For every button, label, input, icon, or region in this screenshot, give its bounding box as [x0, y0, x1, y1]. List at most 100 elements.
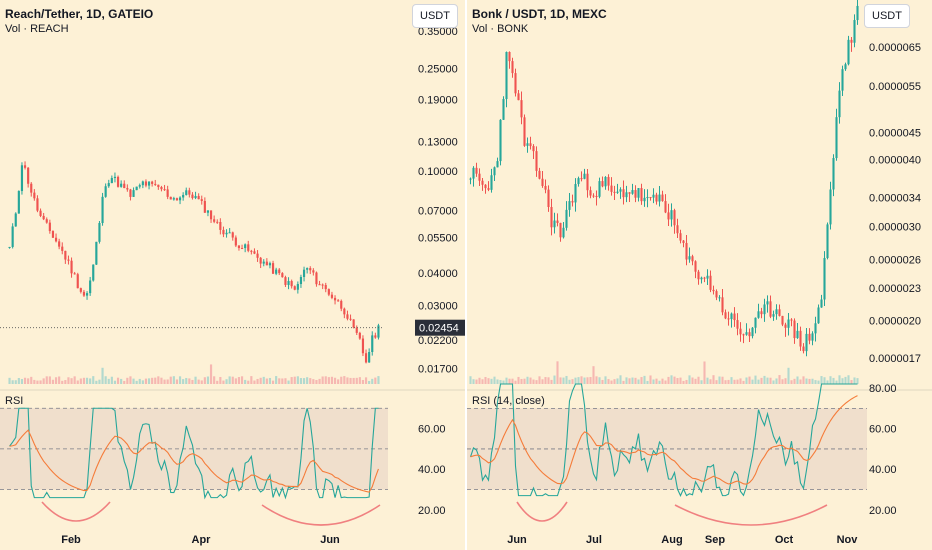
volume-bar [604, 376, 607, 384]
candle-body [309, 268, 312, 271]
volume-bar [271, 380, 275, 384]
candle-body [691, 256, 694, 262]
candle-body [520, 100, 523, 118]
volume-bar [481, 379, 484, 384]
candle-body [478, 173, 481, 181]
candle-body [327, 289, 330, 295]
volume-bar [163, 379, 166, 384]
volume-bar [664, 380, 667, 384]
price-tick-label: 0.10000 [418, 166, 458, 178]
candle-body [535, 151, 538, 171]
volume-bar [751, 379, 754, 384]
rsi-line [469, 383, 858, 497]
candle-body [11, 226, 14, 247]
price-tick-label: 0.03000 [418, 300, 458, 312]
candle-body [568, 201, 571, 210]
volume-bar [259, 377, 262, 384]
volume-bar [787, 367, 790, 384]
candle-body [526, 143, 529, 146]
time-axis-label: Jul [586, 534, 602, 546]
volume-bar [234, 378, 237, 384]
candle-body [228, 232, 231, 234]
volume-bar [70, 378, 73, 384]
candle-body [284, 277, 287, 285]
candle-body [700, 277, 703, 280]
candle-body [321, 284, 324, 286]
volume-bar [240, 376, 244, 384]
volume-bar [287, 380, 290, 384]
rsi-tick-label: 20.00 [869, 505, 897, 517]
right-currency-button[interactable]: USDT [864, 4, 910, 28]
candle-body [484, 184, 487, 189]
volume-bar [262, 376, 265, 384]
volume-bar [346, 377, 349, 384]
price-tick-label: 0.13000 [418, 137, 458, 149]
candle-body [76, 274, 79, 289]
volume-bar [228, 376, 231, 384]
volume-bar [123, 380, 126, 384]
volume-bar [278, 378, 281, 384]
candle-body [61, 246, 64, 251]
candle-body [247, 244, 250, 251]
volume-bar [748, 376, 751, 384]
volume-bar [324, 376, 327, 384]
volume-bar [352, 377, 355, 384]
candle-body [191, 194, 194, 199]
candle-body [299, 276, 303, 285]
candle-body [778, 309, 781, 316]
volume-bar [472, 379, 475, 384]
volume-bar [856, 378, 859, 384]
volume-bar [559, 377, 562, 384]
candle-body [550, 207, 553, 228]
volume-bar [508, 378, 511, 384]
volume-bar [39, 380, 42, 384]
volume-bar [30, 376, 33, 384]
candle-body [853, 20, 856, 43]
candle-body [110, 177, 113, 184]
candle-body [781, 315, 784, 325]
volume-bar [36, 380, 39, 384]
candle-body [30, 183, 33, 193]
candle-body [98, 223, 101, 242]
volume-bar [820, 376, 823, 384]
candle-body [631, 190, 634, 194]
candle-body [306, 268, 309, 270]
left-currency-button[interactable]: USDT [412, 4, 458, 28]
panel-divider[interactable] [465, 0, 467, 550]
candle-body [490, 175, 493, 190]
volume-bar [499, 379, 502, 384]
right-chart-panel[interactable]: 0.0000065 0.0000055 0.0000045 0.0000040 0.00… [467, 0, 932, 550]
candle-body [508, 51, 511, 62]
volume-bar [640, 377, 643, 384]
left-chart-svg[interactable]: 0.35000 0.25000 0.19000 0.13000 0.10000 0.070… [0, 0, 465, 550]
time-axis-label: Oct [775, 534, 794, 546]
right-chart-svg[interactable]: 0.0000065 0.0000055 0.0000045 0.0000040 0.00… [467, 0, 932, 550]
candle-body [36, 198, 39, 211]
volume-bar [496, 379, 499, 384]
candle-body [799, 330, 802, 347]
candle-body [847, 39, 850, 65]
candle-body [601, 181, 604, 187]
candle-body [517, 93, 520, 101]
left-chart-panel[interactable]: 0.35000 0.25000 0.19000 0.13000 0.10000 0.070… [0, 0, 465, 550]
volume-bar [721, 376, 724, 384]
candle-body [104, 186, 107, 197]
volume-bar [132, 378, 135, 384]
volume-bar [799, 379, 802, 384]
volume-bar [616, 378, 619, 384]
candle-body [67, 259, 70, 261]
candle-body [826, 224, 829, 259]
volume-bar [595, 376, 598, 384]
candle-body [343, 308, 346, 315]
volume-bar [505, 377, 508, 384]
time-axis-label: Feb [61, 534, 81, 546]
candle-body [141, 181, 144, 186]
volume-bar [838, 375, 841, 384]
candle-body [733, 313, 736, 321]
volume-bar [166, 379, 169, 384]
volume-bar [556, 361, 559, 384]
price-tick-label: 0.0000023 [869, 283, 921, 295]
volume-bar [371, 378, 374, 384]
candle-body [278, 269, 281, 274]
candle-body [658, 194, 661, 202]
